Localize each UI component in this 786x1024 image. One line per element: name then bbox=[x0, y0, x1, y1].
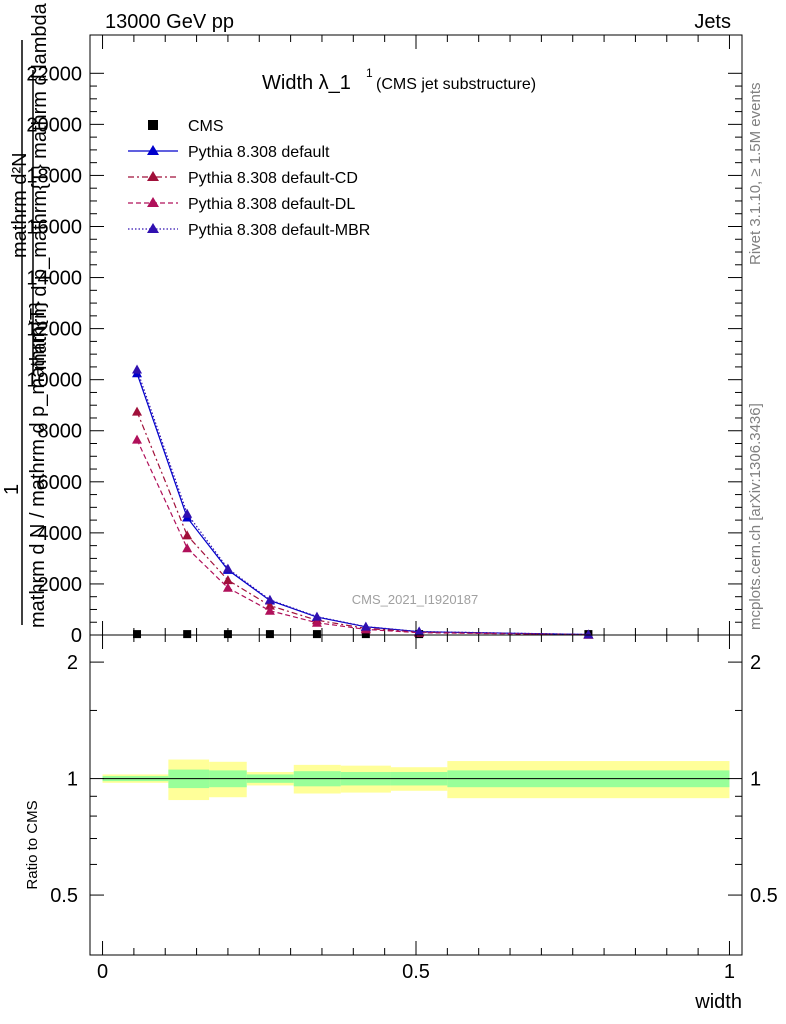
ratio-ytick-label: 1 bbox=[67, 769, 78, 791]
main-ytick-label: 8000 bbox=[38, 421, 83, 443]
x-axis-label: width bbox=[694, 991, 742, 1013]
legend-label: CMS bbox=[188, 118, 224, 135]
ratio-ytick-label-right: 2 bbox=[750, 652, 761, 674]
main-ytick-label: 14000 bbox=[26, 268, 82, 290]
series-marker-4 bbox=[414, 626, 425, 636]
series-marker-4 bbox=[583, 629, 594, 639]
series-marker-3 bbox=[132, 434, 143, 444]
ratio-ytick-label: 0.5 bbox=[50, 885, 78, 907]
main-ytick-label: 6000 bbox=[38, 472, 83, 494]
main-ytick-label: 18000 bbox=[26, 165, 82, 187]
legend: CMS Pythia 8.308 default Pythia 8.308 defa… bbox=[128, 118, 370, 239]
series-marker-2 bbox=[264, 600, 275, 610]
series-line-2 bbox=[136, 411, 589, 636]
ylabel-fraction-bottom: mathrm d N / mathrm d p_mathrm{T} bbox=[27, 301, 49, 628]
legend-label: Pythia 8.308 default-CD bbox=[188, 170, 358, 187]
main-ytick-label: 20000 bbox=[26, 114, 82, 136]
series-marker-3 bbox=[311, 617, 322, 627]
series-marker-4 bbox=[222, 563, 233, 573]
ratio-ytick-label: 2 bbox=[67, 652, 78, 674]
legend-marker bbox=[147, 145, 159, 155]
series-marker-4 bbox=[311, 611, 322, 621]
x-tick-label: 1 bbox=[724, 961, 735, 983]
cms-data-point bbox=[265, 630, 274, 639]
rivet-version-label: Rivet 3.1.10, ≥ 1.5M events bbox=[747, 83, 764, 266]
series-marker-4 bbox=[132, 364, 143, 374]
cms-data-point bbox=[223, 630, 232, 639]
series-line-3 bbox=[136, 439, 589, 636]
legend-label: Pythia 8.308 default-DL bbox=[188, 196, 355, 213]
title-suffix: (CMS jet substructure) bbox=[376, 76, 536, 93]
series-marker-2 bbox=[182, 530, 193, 540]
cms-data-point bbox=[361, 630, 370, 639]
analysis-watermark: CMS_2021_I1920187 bbox=[352, 592, 479, 607]
legend-label: Pythia 8.308 default bbox=[188, 144, 330, 161]
header-process: Jets bbox=[694, 11, 731, 33]
x-tick-label: 0 bbox=[97, 961, 108, 983]
legend-marker-cms bbox=[148, 120, 158, 130]
series-marker-2 bbox=[132, 406, 143, 416]
mcplots-label: mcplots.cern.ch [arXiv:1306.3436] bbox=[747, 403, 764, 630]
legend-marker bbox=[147, 223, 159, 233]
main-ytick-label: 12000 bbox=[26, 319, 82, 341]
ratio-ytick-label-right: 0.5 bbox=[750, 885, 778, 907]
x-tick-label: 0.5 bbox=[402, 961, 430, 983]
legend-label: Pythia 8.308 default-MBR bbox=[188, 222, 370, 239]
legend-marker bbox=[147, 197, 159, 207]
ratio-ytick-label-right: 1 bbox=[750, 769, 761, 791]
main-ytick-label: 4000 bbox=[38, 523, 83, 545]
main-ylabel: mathrm d²N mathrm d p_mathrm{T} mathrm d… bbox=[1, 2, 51, 628]
ylabel-one: 1 bbox=[1, 484, 23, 495]
series-marker-3 bbox=[264, 605, 275, 615]
series-marker-3 bbox=[182, 543, 193, 553]
ratio-ylabel: Ratio to CMS bbox=[24, 800, 41, 889]
ratio-panel: 0.5 0.5 1 1 2 2 0 0.5 1 bbox=[50, 634, 778, 983]
ylabel-denominator: mathrm d p_mathrm{T} mathrm d lambda bbox=[29, 2, 51, 370]
cms-data-point bbox=[312, 630, 321, 639]
chart-title: Width λ_1 1 (CMS jet substructure) bbox=[262, 66, 536, 94]
cms-data-point bbox=[133, 630, 142, 639]
main-ytick-label: 10000 bbox=[26, 370, 82, 392]
main-ytick-label: 22000 bbox=[26, 63, 82, 85]
series-marker-4 bbox=[264, 594, 275, 604]
main-panel: 0 2000 4000 6000 8000 10000 12000 14000 16000 180… bbox=[26, 34, 743, 647]
legend-marker bbox=[147, 171, 159, 181]
main-ytick-label: 2000 bbox=[38, 574, 83, 596]
ylabel-numerator: mathrm d²N bbox=[9, 152, 31, 258]
title-main: Width λ_1 bbox=[262, 72, 351, 94]
series-marker-4 bbox=[360, 621, 371, 631]
series-marker-4 bbox=[182, 508, 193, 518]
main-ytick-label: 16000 bbox=[26, 216, 82, 238]
main-ytick-label: 0 bbox=[71, 625, 82, 647]
series-marker-2 bbox=[222, 575, 233, 585]
cms-data-point bbox=[183, 630, 192, 639]
series-marker-3 bbox=[222, 582, 233, 592]
series-line-4 bbox=[136, 369, 589, 636]
title-superscript: 1 bbox=[366, 66, 373, 80]
header-energy: 13000 GeV pp bbox=[105, 11, 234, 33]
